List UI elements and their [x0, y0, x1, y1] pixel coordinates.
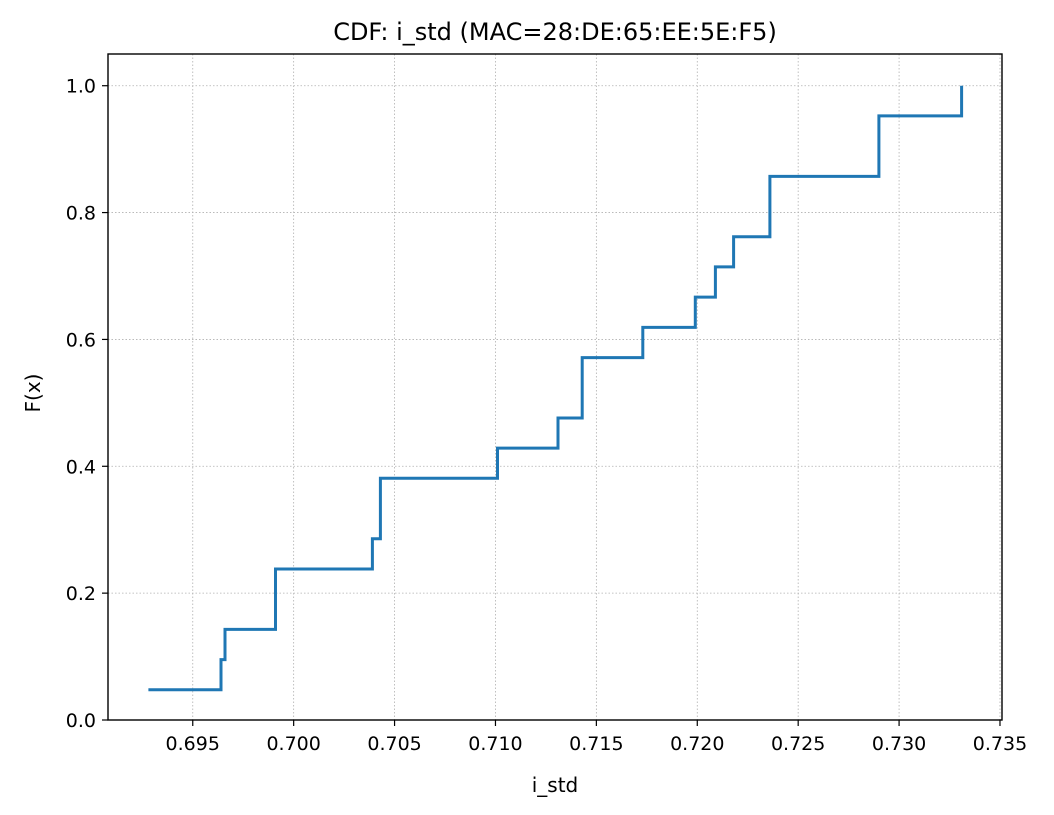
y-tick-label: 0.0 — [66, 710, 96, 732]
x-tick-label: 0.700 — [266, 733, 320, 755]
x-tick-label: 0.715 — [569, 733, 623, 755]
plot-frame — [107, 53, 1003, 721]
chart-title: CDF: i_std (MAC=28:DE:65:EE:5E:F5) — [333, 18, 777, 46]
x-tick-label: 0.705 — [367, 733, 421, 755]
y-axis-label: F(x) — [21, 374, 45, 413]
x-axis: 0.695 0.700 0.705 0.710 0.715 0.720 0.725 0.730… — [166, 720, 1027, 755]
x-tick-label: 0.695 — [166, 733, 220, 755]
y-axis: 0.0 0.2 0.4 0.6 0.8 1.0 — [66, 76, 108, 732]
y-tick-label: 0.8 — [66, 203, 96, 225]
y-tick-label: 0.6 — [66, 329, 96, 351]
y-tick-label: 1.0 — [66, 76, 96, 98]
y-tick-label: 0.4 — [66, 456, 96, 478]
y-tick-label: 0.2 — [66, 583, 96, 605]
x-tick-label: 0.725 — [771, 733, 825, 755]
x-tick-label: 0.710 — [468, 733, 522, 755]
x-axis-label: i_std — [532, 773, 579, 797]
x-tick-label: 0.720 — [670, 733, 724, 755]
x-tick-label: 0.735 — [973, 733, 1027, 755]
x-tick-label: 0.730 — [872, 733, 926, 755]
cdf-series-line — [148, 85, 964, 692]
grid — [108, 54, 1002, 721]
